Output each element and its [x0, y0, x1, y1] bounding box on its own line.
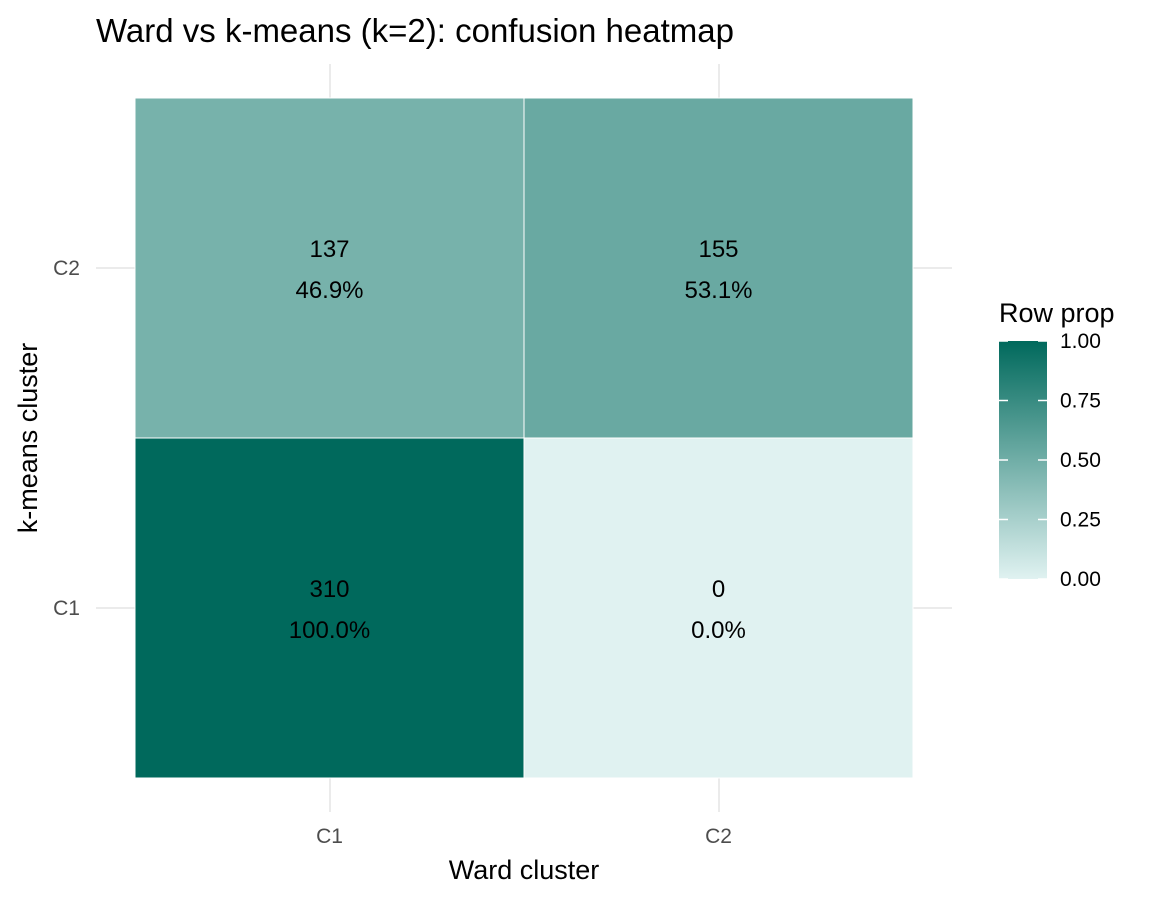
color-legend: Row prop 0.00 0.25 0.50 0.75 1.00 — [999, 298, 1115, 591]
cell-percent-label: 53.1% — [684, 277, 752, 304]
x-axis-title: Ward cluster — [449, 855, 600, 885]
legend-tick-label: 0.75 — [1060, 390, 1101, 413]
y-tick-label: C2 — [53, 257, 80, 280]
cell-count-label: 310 — [309, 576, 349, 603]
legend-ticks: 0.00 0.25 0.50 0.75 1.00 — [999, 330, 1101, 591]
cell-percent-label: 100.0% — [289, 617, 370, 644]
cell-count-label: 137 — [309, 236, 349, 263]
legend-tick-label: 0.50 — [1060, 449, 1101, 472]
cell-percent-label: 46.9% — [295, 277, 363, 304]
x-tick-label: C1 — [316, 825, 343, 848]
y-tick-label: C1 — [53, 597, 80, 620]
heatmap-cell — [523, 97, 914, 439]
legend-tick-label: 1.00 — [1060, 330, 1101, 353]
legend-tick-label: 0.00 — [1060, 568, 1101, 591]
heatmap-cell — [134, 97, 525, 439]
heatmap-cell — [523, 437, 914, 779]
heatmap-cells: 137 46.9% 155 53.1% 310 100.0% 0 0.0% — [134, 97, 914, 779]
legend-tick-label: 0.25 — [1060, 509, 1101, 532]
axis-tick-labels: C1 C2 C1 C2 — [53, 257, 732, 848]
heatmap-cell — [134, 437, 525, 779]
chart-title: Ward vs k-means (k=2): confusion heatmap — [96, 12, 734, 49]
x-tick-label: C2 — [705, 825, 732, 848]
cell-percent-label: 0.0% — [691, 617, 746, 644]
legend-title: Row prop — [999, 298, 1115, 328]
cell-count-label: 0 — [712, 576, 725, 603]
y-axis-title: k-means cluster — [13, 343, 43, 534]
cell-count-label: 155 — [698, 236, 738, 263]
